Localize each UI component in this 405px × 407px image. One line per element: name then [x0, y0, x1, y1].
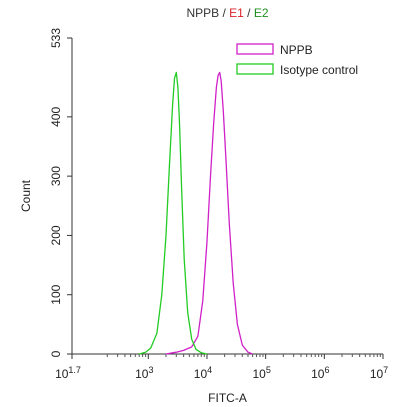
x-tick-base: 10 [252, 367, 266, 381]
title-part: NPPB [186, 6, 219, 20]
title-part: / [219, 6, 229, 20]
legend-swatch [236, 63, 274, 75]
x-tick-exponent: 3 [148, 365, 153, 375]
x-tick-label: 101.7 [55, 365, 81, 381]
x-tick-base: 10 [370, 367, 384, 381]
x-tick-exponent: 6 [324, 365, 329, 375]
title-part: E2 [254, 6, 269, 20]
chart-title-text: NPPB / E1 / E2 [186, 6, 268, 20]
series-lines [139, 71, 253, 355]
x-tick-exponent: 4 [207, 365, 212, 375]
legend: NPPB Isotype control [236, 43, 358, 77]
x-tick-label: 107 [370, 365, 388, 381]
chart-title: NPPB / E1 / E2 [186, 6, 268, 20]
title-part: / [244, 6, 254, 20]
x-tick-base: 10 [55, 367, 69, 381]
legend-label: Isotype control [280, 63, 358, 77]
y-tick-label: 300 [49, 166, 63, 186]
title-part: E1 [229, 6, 244, 20]
x-tick-label: 104 [194, 365, 212, 381]
x-tick-base: 10 [194, 367, 208, 381]
y-tick-label: 100 [49, 284, 63, 304]
x-tick-label: 103 [135, 365, 153, 381]
y-tick-label: 533 [49, 28, 63, 48]
y-tick-label: 200 [49, 225, 63, 245]
y-tick-label: 0 [49, 350, 63, 357]
y-axis-label: Count [19, 179, 33, 212]
x-tick-exponent: 1.7 [68, 365, 81, 375]
y-tick-label: 400 [49, 107, 63, 127]
x-tick-base: 10 [135, 367, 149, 381]
x-tick-label: 105 [252, 365, 270, 381]
plot-axes [71, 38, 383, 355]
x-tick-exponent: 7 [383, 365, 388, 375]
series-line-isotype-control [139, 71, 208, 355]
legend-swatch [236, 43, 274, 55]
x-tick-exponent: 5 [266, 365, 271, 375]
x-tick-base: 10 [311, 367, 325, 381]
x-tick-label: 106 [311, 365, 329, 381]
x-axis-label: FITC-A [208, 391, 247, 405]
legend-label: NPPB [280, 43, 313, 57]
